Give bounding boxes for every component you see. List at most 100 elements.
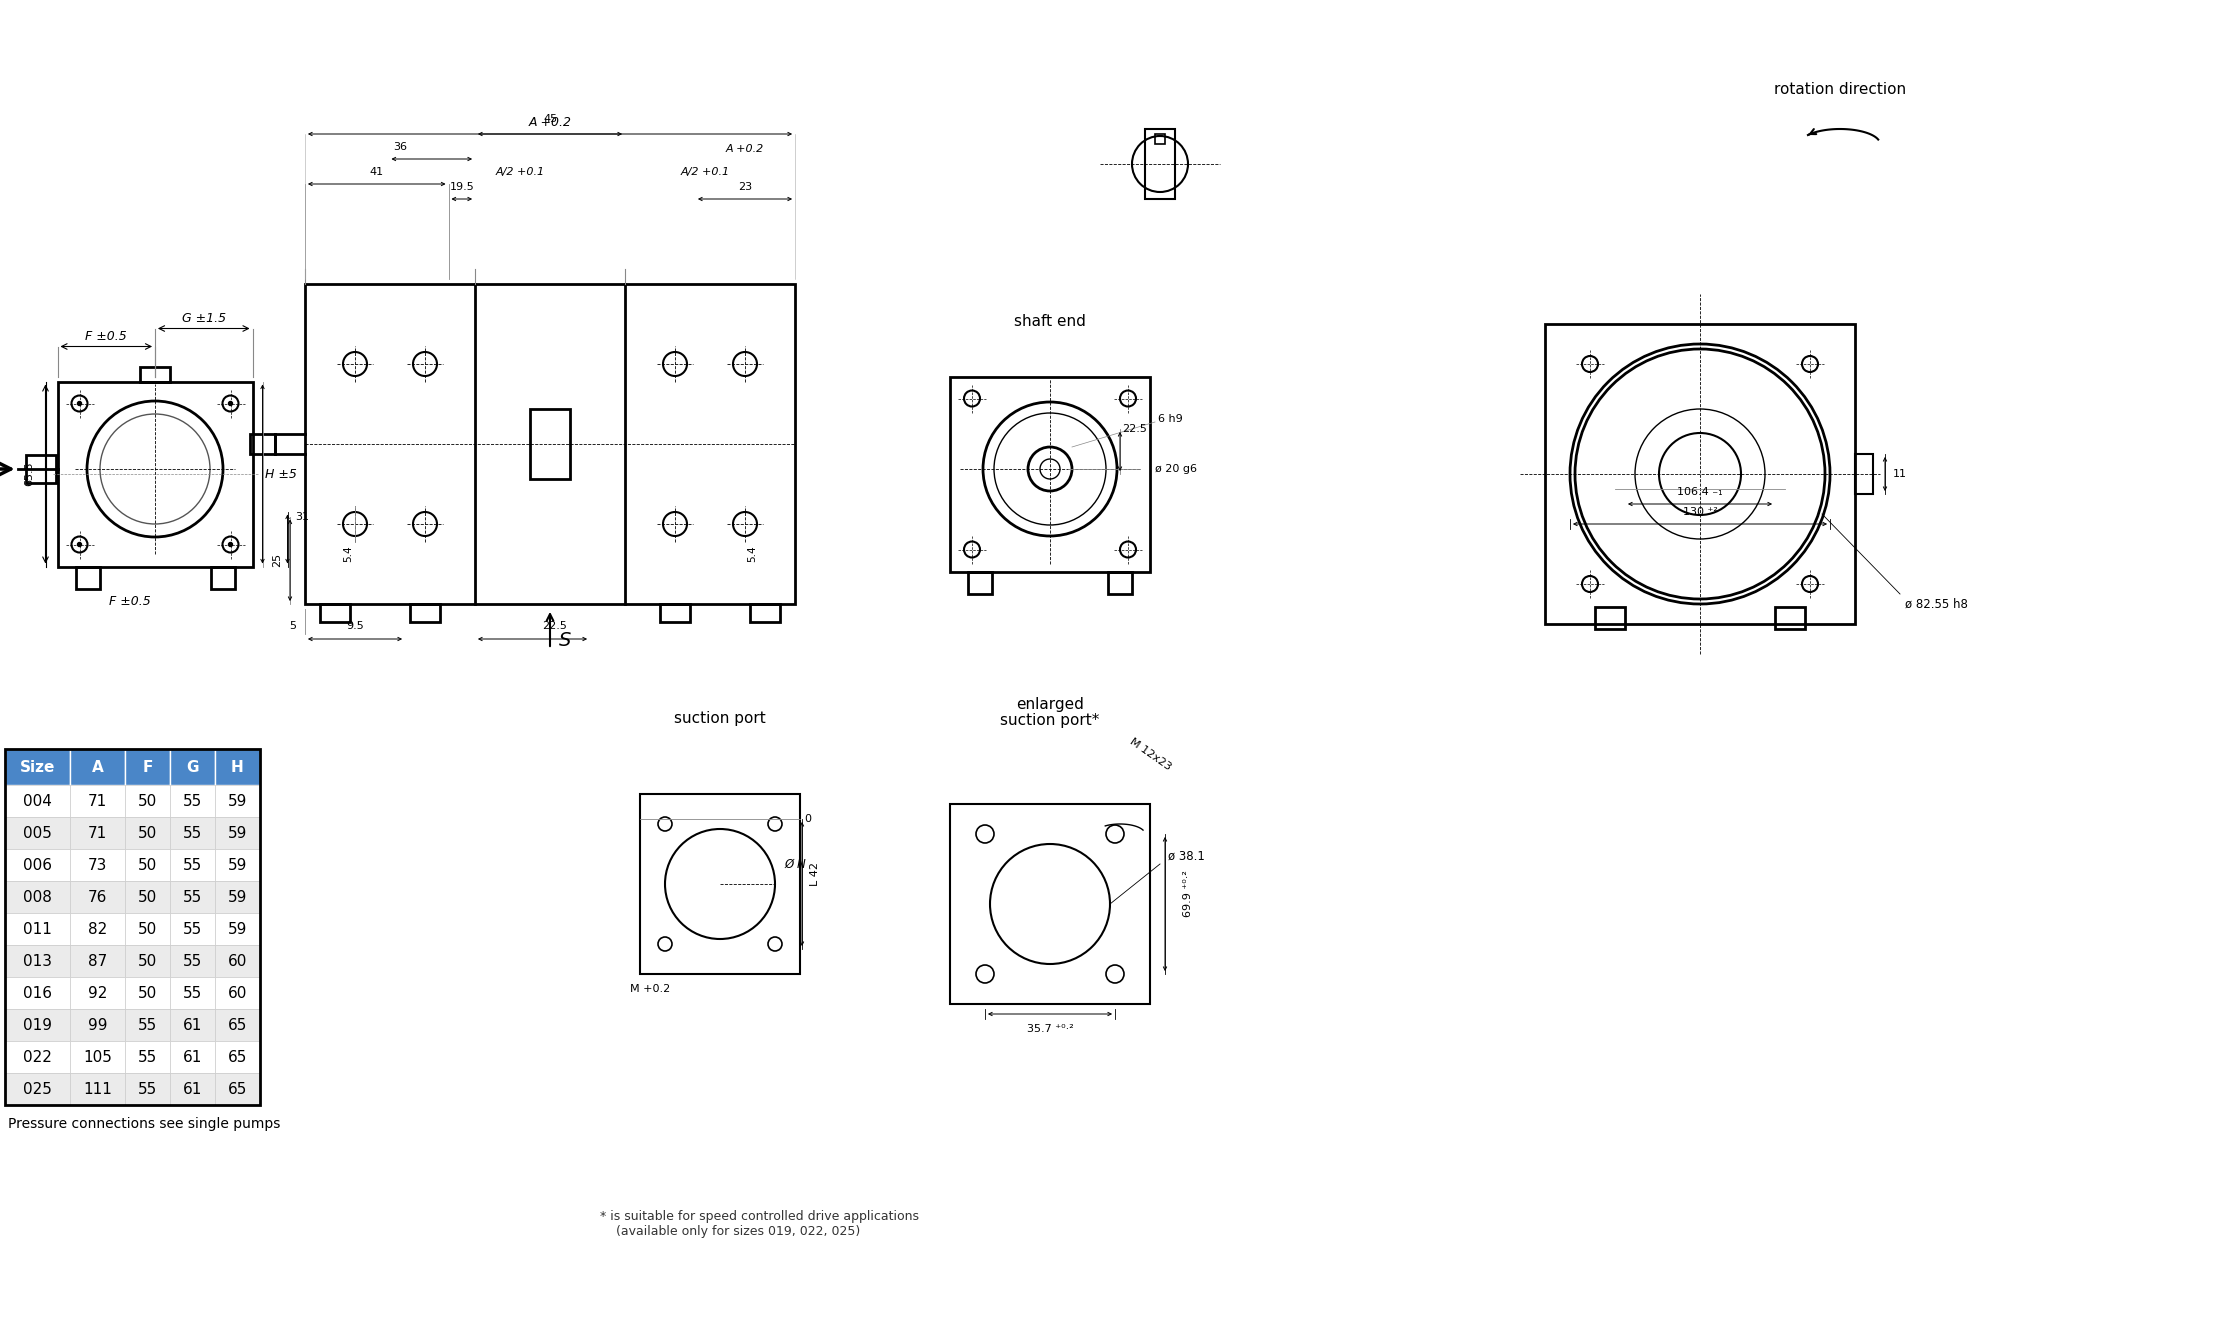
- Bar: [4, 749, 260, 1105]
- Bar: [71, 1042, 124, 1073]
- Text: 55: 55: [182, 890, 202, 905]
- Bar: [320, 603, 351, 622]
- Bar: [4, 882, 71, 913]
- Text: 65: 65: [229, 1017, 247, 1032]
- Bar: [216, 1009, 260, 1042]
- Bar: [171, 817, 216, 849]
- Text: H: H: [231, 759, 244, 774]
- Bar: [411, 603, 440, 622]
- Bar: [951, 804, 1151, 1004]
- Bar: [1595, 607, 1624, 629]
- Bar: [4, 1073, 71, 1105]
- Text: A/2 +0.1: A/2 +0.1: [496, 167, 544, 177]
- Bar: [1855, 454, 1873, 495]
- Text: 69.9 ⁺⁰·²: 69.9 ⁺⁰·²: [1182, 871, 1193, 918]
- Bar: [171, 785, 216, 817]
- Bar: [124, 817, 171, 849]
- Bar: [124, 785, 171, 817]
- Bar: [660, 603, 691, 622]
- Text: shaft end: shaft end: [1013, 314, 1087, 329]
- Text: 87: 87: [89, 953, 107, 969]
- Text: 71: 71: [89, 793, 107, 809]
- Text: 004: 004: [22, 793, 51, 809]
- Bar: [640, 794, 800, 974]
- Bar: [216, 849, 260, 882]
- Bar: [171, 882, 216, 913]
- Text: 65: 65: [229, 1082, 247, 1097]
- Bar: [71, 1009, 124, 1042]
- Text: 59: 59: [229, 857, 247, 872]
- Bar: [969, 571, 991, 594]
- Text: 23: 23: [738, 181, 751, 192]
- Text: G: G: [187, 759, 198, 774]
- Text: 55: 55: [182, 953, 202, 969]
- Text: 55: 55: [182, 922, 202, 937]
- Text: 36: 36: [393, 142, 407, 152]
- Bar: [71, 749, 124, 785]
- Text: A/2 +0.1: A/2 +0.1: [680, 167, 729, 177]
- Text: S: S: [558, 632, 571, 650]
- Bar: [124, 977, 171, 1009]
- Bar: [171, 749, 216, 785]
- Text: 025: 025: [22, 1082, 51, 1097]
- Text: 73: 73: [89, 857, 107, 872]
- Text: 25: 25: [271, 554, 282, 567]
- Bar: [1155, 134, 1164, 144]
- Text: 19.5: 19.5: [449, 181, 473, 192]
- Text: H ±5: H ±5: [264, 468, 296, 481]
- Bar: [71, 977, 124, 1009]
- Bar: [124, 1042, 171, 1073]
- Bar: [171, 1009, 216, 1042]
- Text: 61: 61: [182, 1017, 202, 1032]
- Bar: [71, 945, 124, 977]
- Bar: [140, 367, 171, 382]
- Bar: [124, 1073, 171, 1105]
- Circle shape: [78, 402, 82, 406]
- Text: 006: 006: [22, 857, 51, 872]
- Text: 60: 60: [229, 953, 247, 969]
- Text: Pressure connections see single pumps: Pressure connections see single pumps: [9, 1117, 280, 1132]
- Text: 55: 55: [182, 825, 202, 840]
- Bar: [124, 882, 171, 913]
- Circle shape: [229, 402, 233, 406]
- Bar: [1775, 607, 1804, 629]
- Bar: [71, 849, 124, 882]
- Bar: [216, 817, 260, 849]
- Text: 005: 005: [22, 825, 51, 840]
- Text: 013: 013: [22, 953, 51, 969]
- Text: A: A: [91, 759, 104, 774]
- Text: F: F: [142, 759, 153, 774]
- Text: 61: 61: [182, 1082, 202, 1097]
- Circle shape: [78, 543, 82, 547]
- Text: suction port*: suction port*: [1000, 714, 1100, 728]
- Bar: [4, 1042, 71, 1073]
- Text: 50: 50: [138, 793, 158, 809]
- Text: 106.4 ₋₁: 106.4 ₋₁: [1678, 487, 1722, 497]
- Bar: [251, 434, 276, 454]
- Bar: [4, 785, 71, 817]
- Text: 45: 45: [542, 114, 558, 124]
- Bar: [4, 849, 71, 882]
- Text: 50: 50: [138, 890, 158, 905]
- Bar: [216, 977, 260, 1009]
- Text: 31: 31: [296, 512, 309, 521]
- Bar: [124, 913, 171, 945]
- Text: 59: 59: [229, 890, 247, 905]
- Text: F ±0.5: F ±0.5: [109, 595, 151, 607]
- Bar: [216, 945, 260, 977]
- Text: 41: 41: [369, 167, 384, 177]
- Bar: [71, 882, 124, 913]
- Text: 022: 022: [22, 1050, 51, 1064]
- Text: 50: 50: [138, 857, 158, 872]
- Text: 130 ⁺²: 130 ⁺²: [1682, 507, 1718, 517]
- Bar: [71, 817, 124, 849]
- Text: 22.5: 22.5: [1122, 423, 1147, 434]
- Text: 71: 71: [89, 825, 107, 840]
- Text: 5: 5: [289, 621, 296, 630]
- Text: 6 h9: 6 h9: [1158, 414, 1182, 423]
- Text: 55: 55: [182, 985, 202, 1000]
- Bar: [4, 817, 71, 849]
- Text: 35.7 ⁺⁰·²: 35.7 ⁺⁰·²: [1027, 1024, 1073, 1034]
- Bar: [4, 977, 71, 1009]
- Text: 105: 105: [82, 1050, 111, 1064]
